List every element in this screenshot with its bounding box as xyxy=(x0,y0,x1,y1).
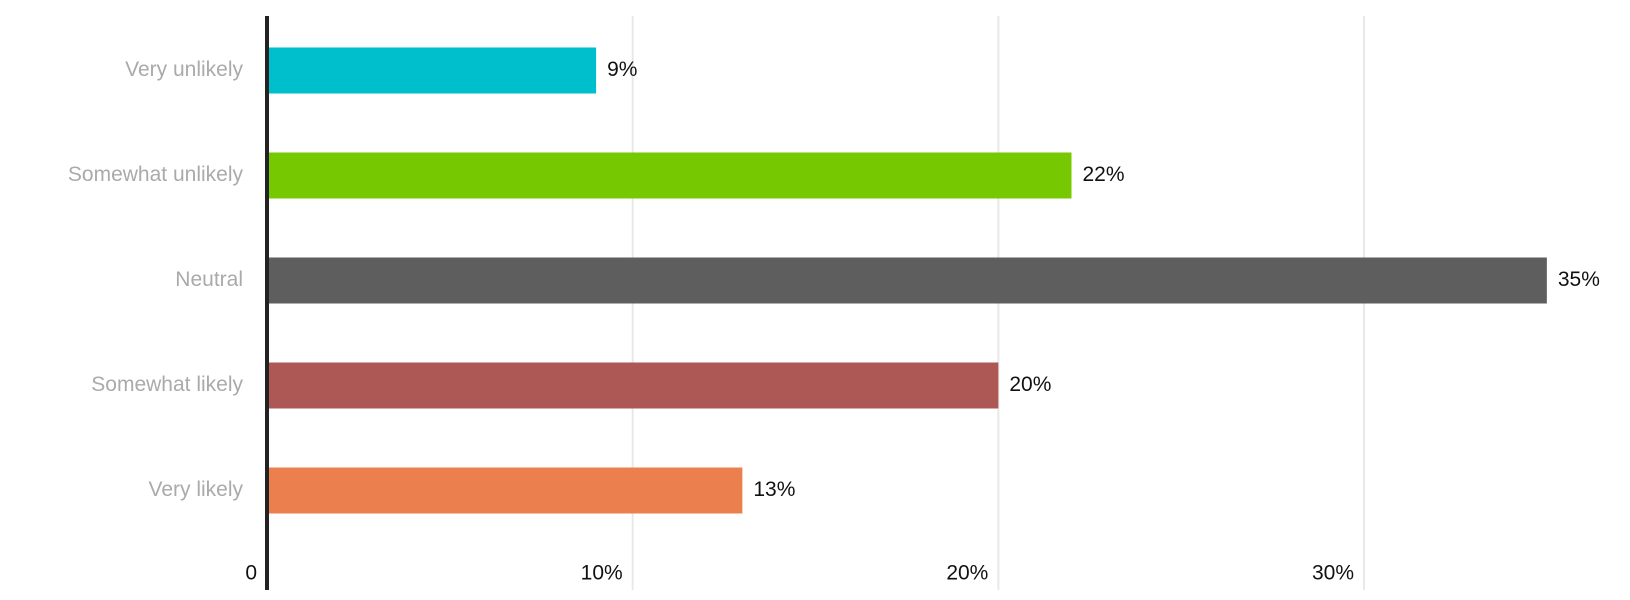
y-tick-label: Very likely xyxy=(148,478,243,501)
value-label: 35% xyxy=(1558,268,1600,291)
x-tick-label: 30% xyxy=(1312,562,1354,585)
y-tick-label: Very unlikely xyxy=(125,58,243,81)
x-tick-label: 10% xyxy=(581,562,623,585)
bar xyxy=(267,257,1547,304)
x-tick-label: 20% xyxy=(946,562,988,585)
bar xyxy=(267,467,743,514)
bar xyxy=(267,47,597,94)
y-tick-label: Neutral xyxy=(175,268,243,291)
value-label: 20% xyxy=(1009,373,1051,396)
value-label: 9% xyxy=(607,58,637,81)
bar xyxy=(267,362,999,409)
x-tick-label: 0 xyxy=(245,562,257,585)
y-tick-label: Somewhat unlikely xyxy=(68,163,244,186)
y-tick-label: Somewhat likely xyxy=(91,373,243,396)
value-label: 13% xyxy=(753,478,795,501)
value-label: 22% xyxy=(1082,163,1124,186)
bar xyxy=(267,152,1072,199)
